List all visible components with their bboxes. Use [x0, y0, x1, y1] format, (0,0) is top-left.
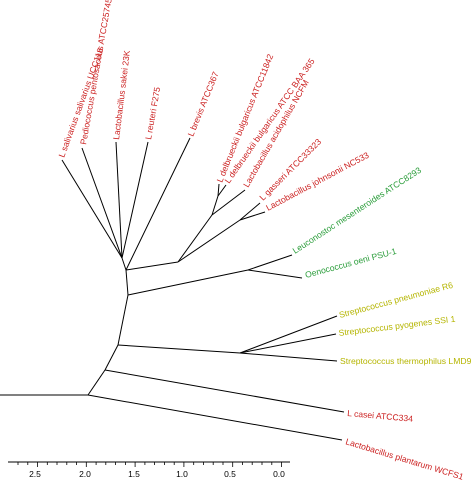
branch-to-delbrueckii-pair — [211, 195, 219, 216]
branch-to-lacto-core — [125, 269, 129, 296]
leaf-label: L casei ATCC334 — [347, 408, 414, 424]
leaf-label: Streptococcus pyogenes SSI 1 — [338, 314, 456, 338]
leaf-label: Streptococcus thermophilus LMD9 — [340, 356, 472, 366]
scale-tick-label: 2.0 — [79, 469, 91, 479]
branch-to-delbrueckii-baa365 — [217, 184, 227, 197]
branch-to-salivarius-group — [121, 257, 127, 271]
scale-tick-label: 2.5 — [29, 469, 41, 479]
branch-to-pediococcus — [81, 147, 123, 259]
branch-to-plantarum — [87, 394, 343, 441]
branch-to-acidophilus — [211, 189, 246, 216]
branch-to-s-thermophilus — [239, 352, 338, 362]
scale-tick-label: 1.5 — [128, 469, 140, 479]
branch-to-s-pyogenes — [239, 333, 337, 354]
scale-tick-label: 0.5 — [224, 469, 236, 479]
branch-to-lacto-leuco-clade — [117, 294, 129, 346]
branch-to-leuco-clade — [127, 269, 249, 296]
leaf-label: Lactobacillus plantarum WCFS1 — [344, 436, 465, 481]
leaf-label: L brevis ATCC367 — [186, 70, 221, 138]
leaf-labels: L salivarius salivarius UCC118 Pediococc… — [56, 0, 471, 481]
branch-to-acidophilus-group — [125, 261, 179, 271]
branch-to-gasseri — [239, 202, 261, 221]
branch-to-sakei — [115, 141, 123, 259]
leaf-label: Streptococcus pneumoniae R6 — [338, 280, 454, 320]
scale-axis-ticks — [17, 462, 282, 467]
scale-tick-label: 1.0 — [176, 469, 188, 479]
scale-axis: 2.5 2.0 1.5 1.0 0.5 0.0 — [8, 461, 290, 479]
branch-to-casei — [104, 369, 345, 413]
branch-acid-node — [177, 214, 213, 263]
branch-to-streptococcus-clade — [117, 344, 241, 354]
branch-to-brevis — [125, 137, 191, 271]
leaf-label: L reuteri F275 — [143, 86, 162, 140]
branch-to-delbrueckii-11842 — [217, 183, 220, 197]
branch-to-salivarius — [61, 159, 123, 259]
tree-branches — [0, 137, 345, 441]
branch-to-upper-clade — [104, 344, 119, 371]
branch-to-leuconostoc — [247, 254, 293, 271]
leaf-label: Oenococcus oeni PSU-1 — [304, 246, 398, 280]
leaf-label: L delbrueckii bulgaricus ATCC BAA 365 — [222, 56, 316, 185]
branch-to-oenococcus — [247, 269, 303, 279]
scale-tick-label: 0.0 — [273, 469, 285, 479]
branch-to-main-clade — [87, 369, 106, 396]
leaf-label: Pediococcus pentosaceus ATCC25745 — [78, 0, 114, 145]
leaf-label: Lactobacillus sakei 23K — [111, 50, 132, 141]
branch-to-reuteri — [121, 141, 149, 259]
branch-to-gasseri-johnsonii — [177, 219, 241, 263]
branch-to-s-pneumoniae — [239, 315, 338, 354]
branch-to-johnsonii — [239, 211, 266, 221]
